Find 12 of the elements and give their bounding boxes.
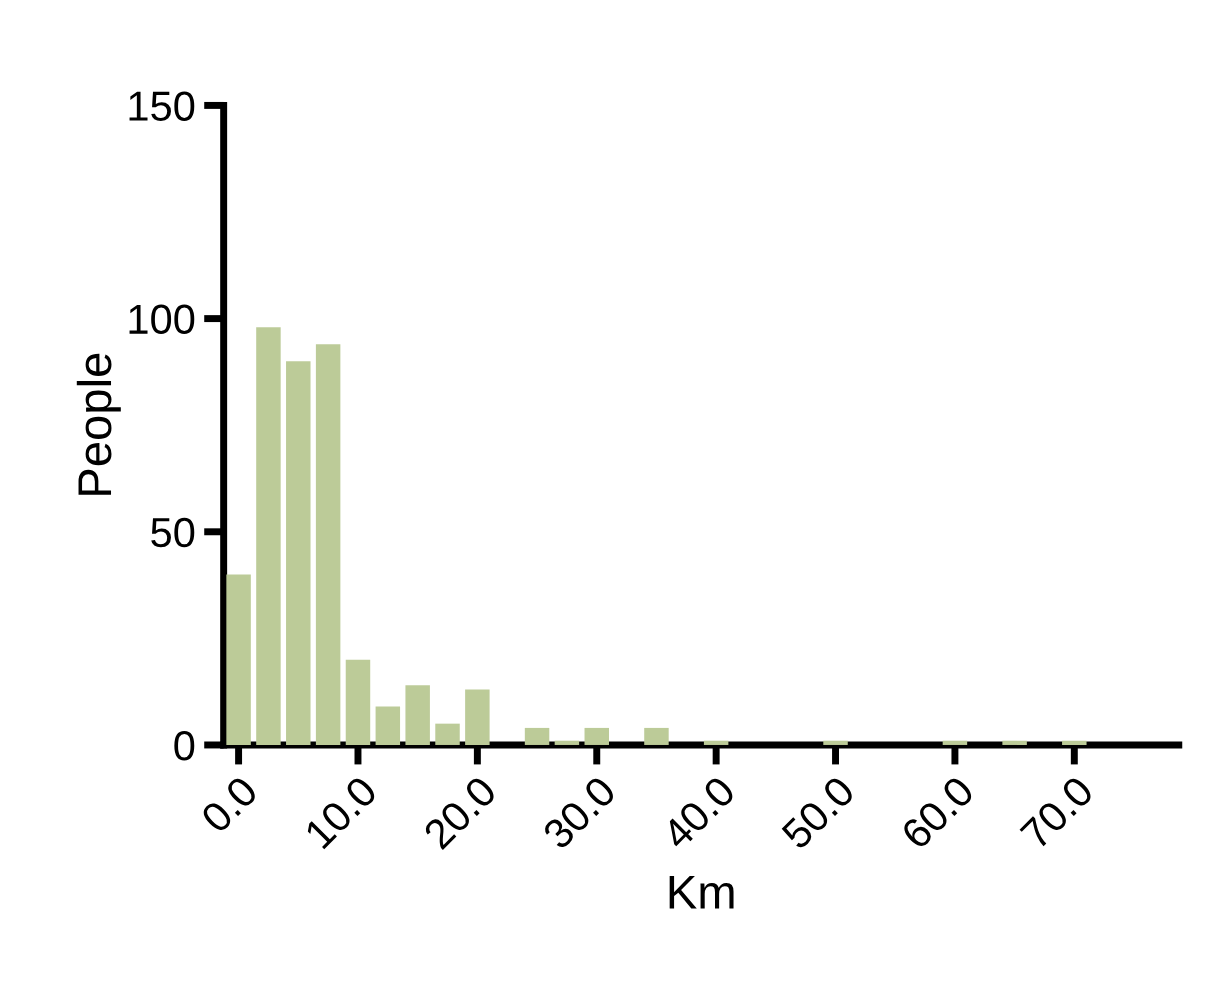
y-tick-label: 100 <box>129 304 195 335</box>
x-tick-label: 40.0 <box>660 774 737 852</box>
x-tick-label: 50.0 <box>780 774 857 851</box>
y-tick-label: 0 <box>174 730 195 761</box>
x-tick-label: 30.0 <box>541 774 618 851</box>
x-tick-label: 70.0 <box>1019 774 1095 851</box>
y-axis-title: People <box>76 353 121 495</box>
y-tick-label: 50 <box>151 517 195 548</box>
x-tick-label: 0.0 <box>199 774 260 835</box>
y-tick-label: 150 <box>129 91 195 121</box>
x-tick-label: 60.0 <box>899 774 976 851</box>
x-axis-title: Km <box>669 875 734 909</box>
